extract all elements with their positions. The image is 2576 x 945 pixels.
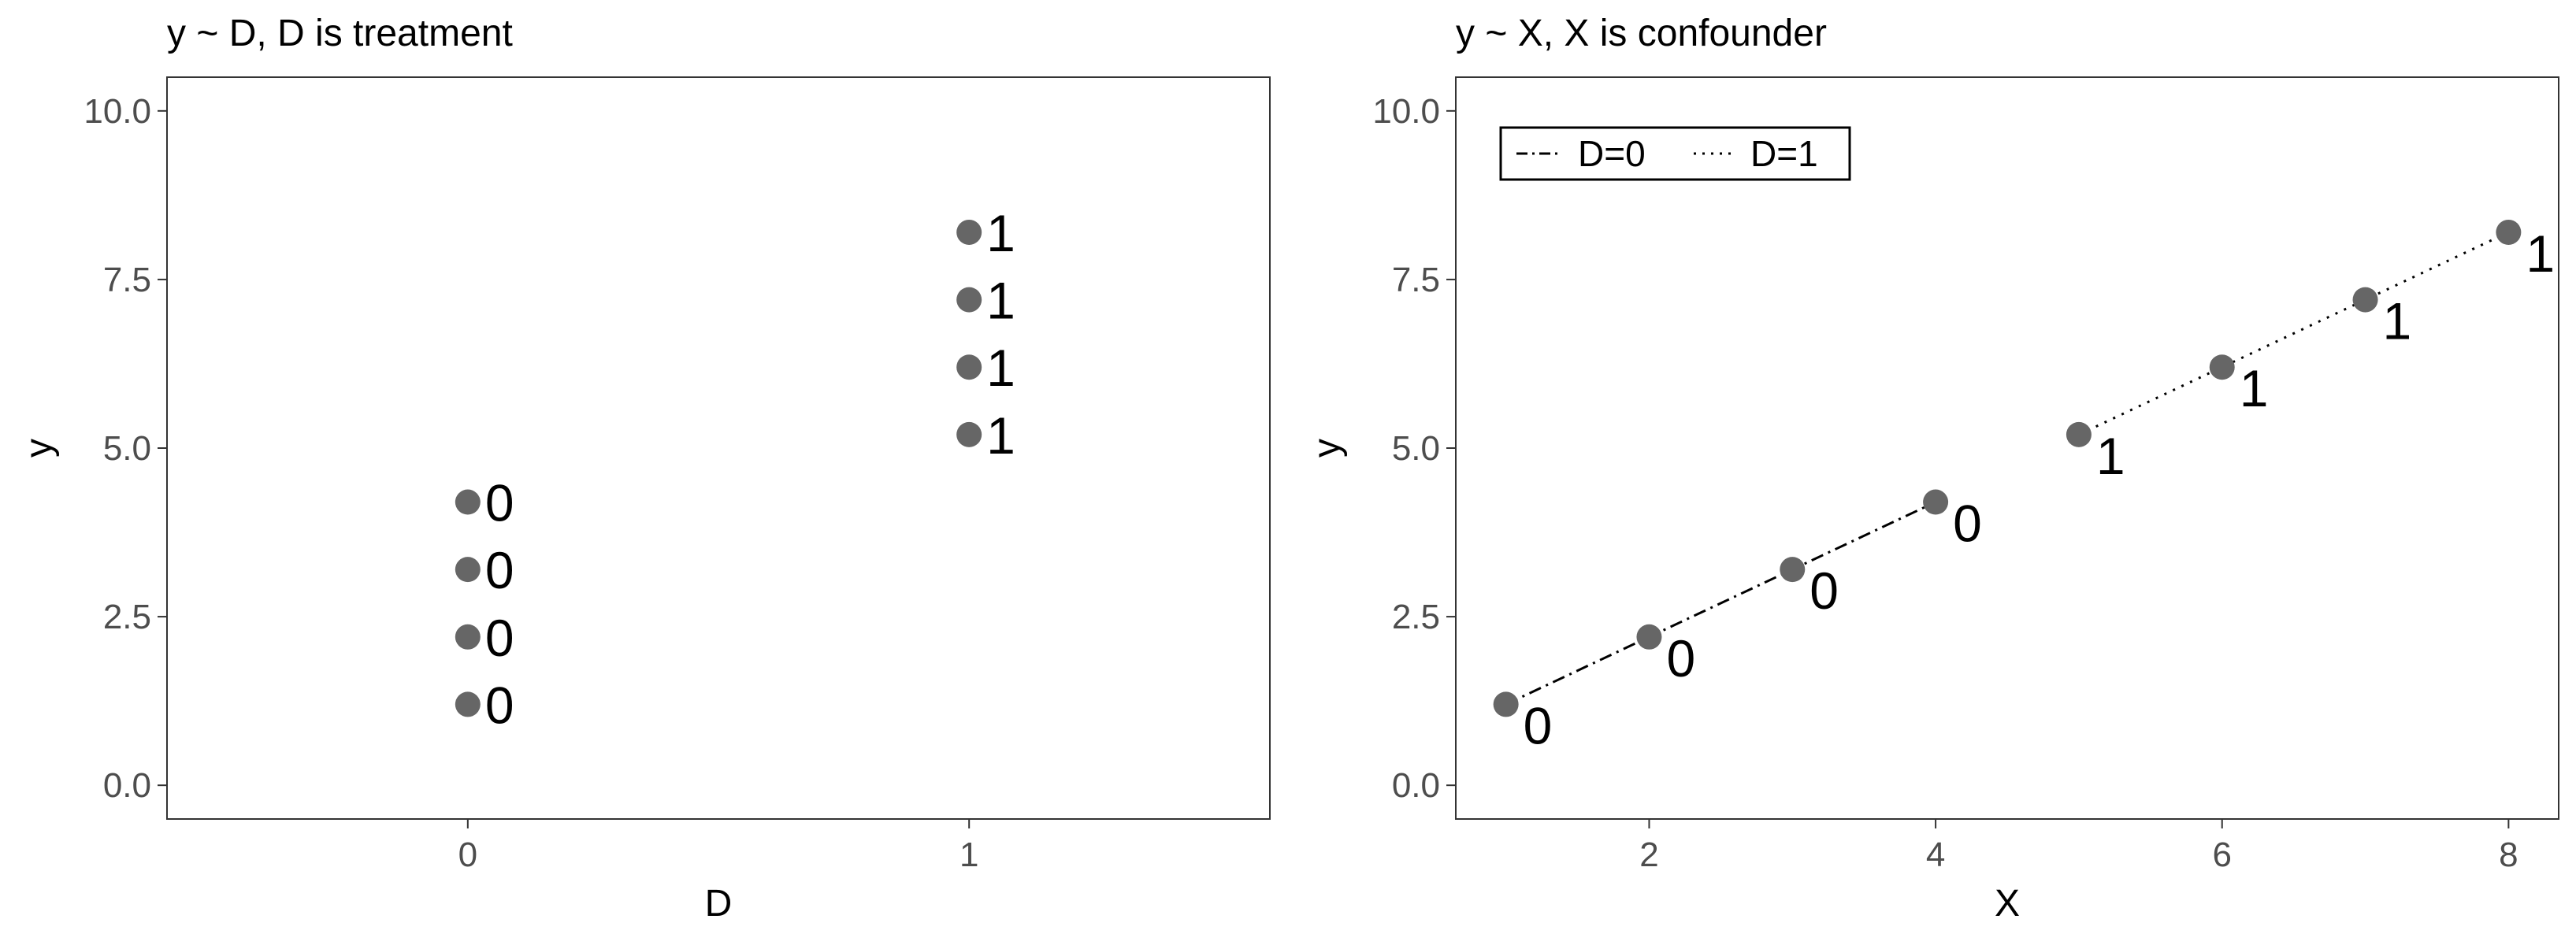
left-y-axis-title: y (18, 439, 60, 458)
left-point-label: 1 (986, 406, 1015, 465)
left-data-point (455, 489, 481, 515)
right-point-label: 1 (2526, 224, 2555, 283)
right-plot-marks: 0.0 2.5 5.0 7.5 10.0 2 4 6 8 0 0 0 0 1 1 1 1 (1372, 92, 2555, 874)
right-data-point (2496, 219, 2522, 245)
right-y-tick-label: 5.0 (1392, 429, 1440, 468)
left-point-label: 0 (485, 609, 514, 667)
left-x-tick-label: 1 (960, 836, 978, 874)
left-point-label: 0 (485, 474, 514, 532)
right-x-tick-label: 4 (1926, 836, 1945, 874)
left-point-label: 1 (986, 339, 1015, 397)
left-point-label: 0 (485, 676, 514, 734)
right-panel: y ~ X, X is confounder 0.0 2.5 5.0 7.5 10.0 2… (1306, 13, 2559, 925)
right-series-line-d0 (1505, 501, 1936, 706)
left-point-label: 1 (986, 272, 1015, 330)
right-data-point (2066, 421, 2092, 447)
right-point-label: 0 (1953, 495, 1982, 553)
right-y-axis-title: y (1306, 439, 1348, 458)
left-y-tick-label: 5.0 (103, 429, 151, 468)
right-x-tick-label: 6 (2212, 836, 2231, 874)
right-panel-title: y ~ X, X is confounder (1456, 13, 1827, 54)
left-panel-title: y ~ D, D is treatment (167, 13, 513, 54)
right-data-point (1780, 557, 1806, 583)
left-data-point (956, 219, 982, 245)
legend-label-d0: D=0 (1578, 133, 1646, 174)
left-y-tick-label: 0.0 (103, 766, 151, 805)
right-point-label: 0 (1810, 561, 1839, 620)
right-point-label: 0 (1666, 629, 1695, 687)
right-x-tick-label: 8 (2499, 836, 2518, 874)
left-data-point (455, 624, 481, 650)
right-x-axis-title: X (1995, 883, 2020, 925)
left-data-point (455, 557, 481, 583)
right-data-point (1493, 691, 1519, 717)
right-x-tick-label: 2 (1639, 836, 1658, 874)
left-point-label: 0 (485, 541, 514, 599)
right-point-label: 1 (2383, 292, 2412, 350)
right-data-point (2352, 287, 2378, 313)
right-y-tick-label: 0.0 (1392, 766, 1440, 805)
legend: D=0 D=1 (1499, 126, 1851, 181)
right-point-label: 0 (1524, 696, 1553, 754)
left-plot-marks: 0.0 2.5 5.0 7.5 10.0 0 1 0 0 0 0 1 1 1 1 (84, 92, 1015, 874)
right-y-tick-label: 7.5 (1392, 261, 1440, 299)
left-x-tick-label: 0 (458, 836, 477, 874)
left-point-label: 1 (986, 204, 1015, 262)
left-data-point (956, 287, 982, 313)
left-y-tick-label: 2.5 (103, 598, 151, 636)
left-y-tick-label: 7.5 (103, 261, 151, 299)
right-y-tick-label: 2.5 (1392, 598, 1440, 636)
right-y-tick-label: 10.0 (1372, 92, 1440, 131)
left-data-point (455, 691, 481, 717)
left-data-point (956, 421, 982, 447)
legend-box (1499, 126, 1851, 181)
left-data-point (956, 354, 982, 380)
right-series-line-d1 (2078, 231, 2510, 436)
left-x-axis-title: D (705, 883, 733, 925)
right-point-label: 1 (2096, 427, 2125, 485)
right-data-point (1636, 624, 1662, 650)
right-data-point (1923, 489, 1949, 515)
right-data-point (2209, 354, 2235, 380)
legend-label-d1: D=1 (1750, 133, 1818, 174)
left-panel: y ~ D, D is treatment 0.0 2.5 5.0 7.5 10.0 0 1… (18, 13, 1271, 925)
left-y-tick-label: 10.0 (84, 92, 151, 131)
right-point-label: 1 (2240, 359, 2269, 417)
